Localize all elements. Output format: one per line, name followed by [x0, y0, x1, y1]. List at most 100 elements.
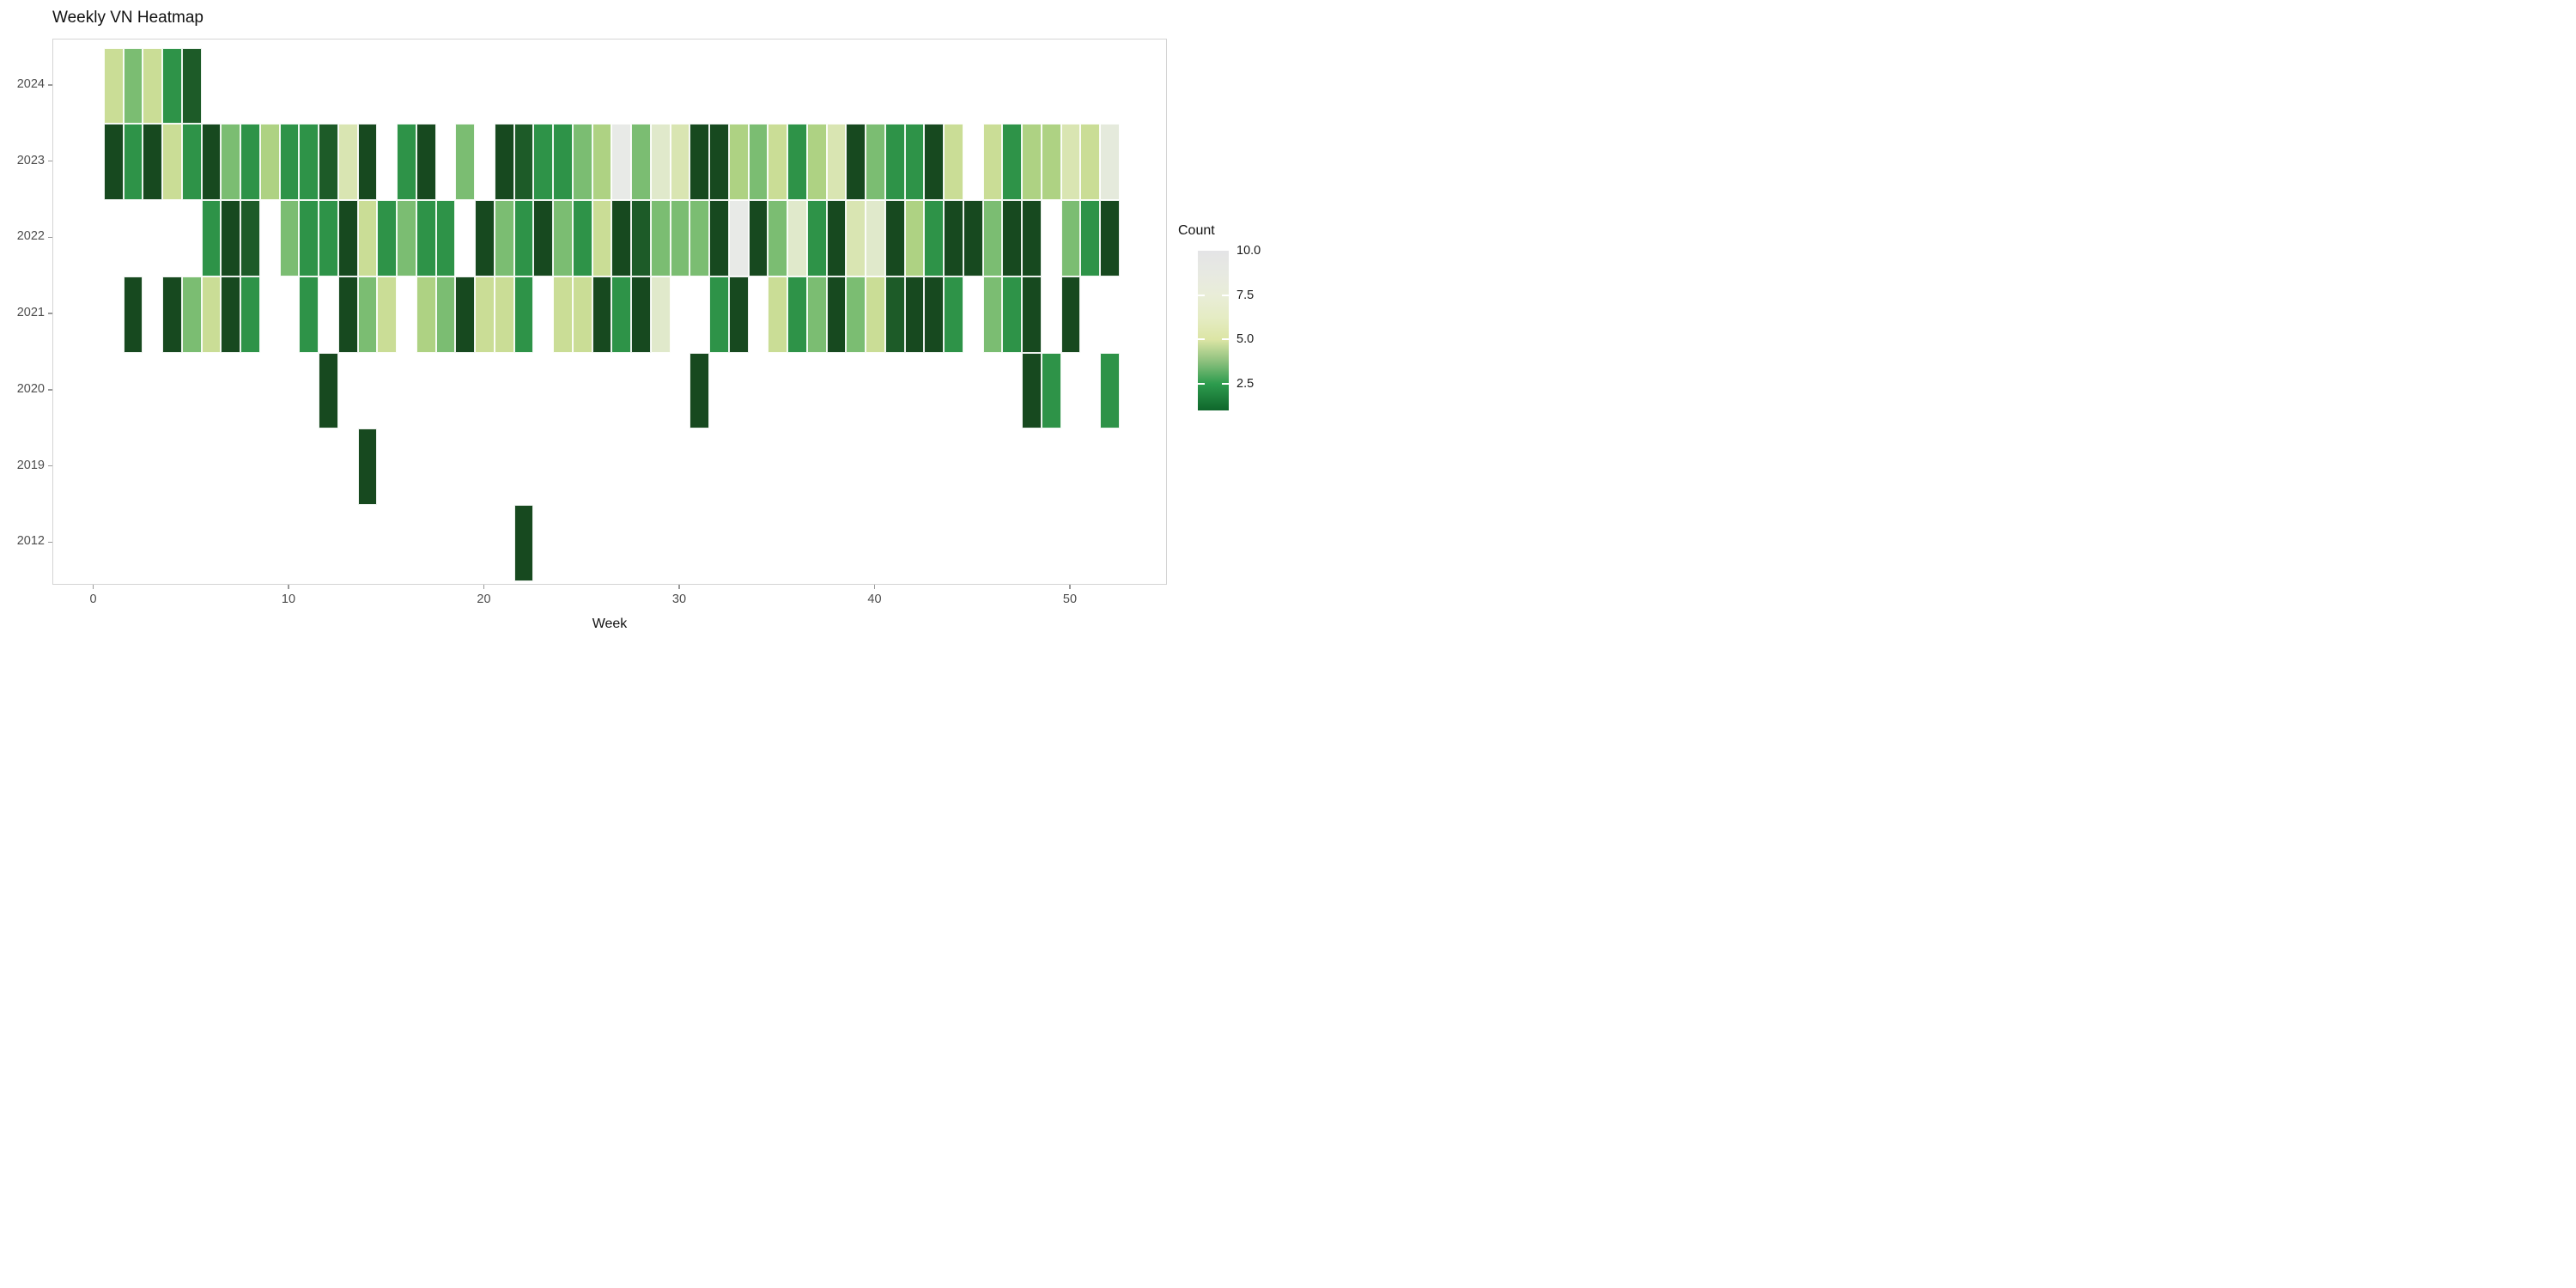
x-axis-label: 10: [281, 592, 296, 606]
heatmap-cell: [221, 200, 241, 276]
heatmap-cell: [690, 200, 710, 276]
legend-tick-label: 10.0: [1236, 244, 1261, 258]
heatmap-cell: [572, 124, 592, 200]
heatmap-cell: [1100, 200, 1120, 276]
heatmap-cell: [181, 47, 202, 125]
heatmap-cell: [709, 276, 729, 353]
heatmap-cell: [279, 200, 300, 276]
heatmap-cell: [690, 124, 710, 200]
y-axis-label: 2020: [16, 381, 45, 396]
y-axis-label: 2024: [16, 76, 45, 91]
y-axis-tick: [48, 160, 52, 162]
heatmap-cell: [416, 276, 436, 353]
y-axis-tick: [48, 465, 52, 467]
heatmap-cell: [1060, 124, 1081, 200]
heatmap-cell: [592, 124, 612, 200]
heatmap-cell: [670, 200, 690, 276]
x-axis-label: 0: [89, 592, 97, 606]
heatmap-cell: [240, 124, 260, 200]
heatmap-cell: [435, 200, 456, 276]
y-axis-label: 2023: [16, 153, 45, 167]
heatmap-cell: [513, 505, 534, 581]
heatmap-cell: [904, 276, 925, 353]
heatmap-cell: [279, 124, 300, 200]
heatmap-cell: [690, 352, 710, 429]
x-axis-tick: [483, 585, 485, 589]
heatmap-cell: [319, 200, 338, 276]
heatmap-cell: [924, 276, 945, 353]
heatmap-cell: [982, 200, 1003, 276]
heatmap-cell: [494, 276, 514, 353]
y-axis-label: 2021: [16, 306, 45, 320]
heatmap-cell: [1060, 200, 1081, 276]
heatmap-cell: [494, 200, 514, 276]
heatmap-cell: [806, 124, 827, 200]
legend-tick-mark: [1198, 338, 1205, 341]
x-axis-label: 40: [867, 592, 882, 606]
heatmap-cell: [162, 276, 182, 353]
heatmap-cell: [123, 124, 143, 200]
heatmap-cell: [357, 200, 378, 276]
heatmap-cell: [1022, 124, 1042, 200]
heatmap-cell: [533, 200, 554, 276]
heatmap-cell: [884, 276, 905, 353]
heatmap-cell: [982, 124, 1003, 200]
heatmap-cell: [768, 124, 788, 200]
heatmap-cell: [553, 200, 573, 276]
heatmap-cell: [592, 276, 612, 353]
heatmap-cell: [787, 276, 807, 353]
legend-tick-mark: [1198, 294, 1205, 296]
heatmap-cell: [357, 276, 378, 353]
y-axis-tick: [48, 236, 52, 239]
heatmap-cell: [201, 124, 222, 200]
heatmap-cell: [1100, 124, 1120, 200]
heatmap-cell: [728, 276, 749, 353]
heatmap-cell: [143, 47, 163, 125]
heatmap-cell: [670, 124, 690, 200]
heatmap-cell: [299, 200, 319, 276]
heatmap-cell: [162, 47, 182, 125]
heatmap-cell: [240, 276, 260, 353]
heatmap-cell: [1041, 124, 1061, 200]
heatmap-cell: [787, 200, 807, 276]
heatmap-cell: [963, 200, 983, 276]
heatmap-cell: [650, 124, 671, 200]
heatmap-cell: [357, 124, 378, 200]
heatmap-cell: [319, 124, 338, 200]
y-axis-label: 2022: [16, 229, 45, 244]
heatmap-cell: [1022, 352, 1042, 429]
heatmap-cell: [397, 124, 416, 200]
heatmap-cell: [982, 276, 1003, 353]
heatmap-cell: [572, 200, 592, 276]
heatmap-cell: [924, 124, 945, 200]
heatmap-cell: [397, 200, 416, 276]
heatmap-cell: [1002, 200, 1023, 276]
heatmap-cell: [611, 124, 632, 200]
heatmap-cell: [866, 200, 885, 276]
heatmap-cell: [123, 276, 143, 353]
heatmap-cell: [944, 200, 963, 276]
heatmap-cell: [904, 200, 925, 276]
heatmap-cell: [494, 124, 514, 200]
heatmap-cell: [259, 124, 280, 200]
weekly-vn-heatmap-chart: Weekly VN Heatmap 2024 2023 2022 2021 2020 20…: [0, 0, 1288, 644]
heatmap-cell: [533, 124, 554, 200]
heatmap-cell: [846, 276, 866, 353]
heatmap-cell: [572, 276, 592, 353]
heatmap-cell: [513, 200, 534, 276]
heatmap-cell: [650, 276, 671, 353]
heatmap-cell: [513, 124, 534, 200]
heatmap-cell: [513, 276, 534, 353]
heatmap-cell: [728, 200, 749, 276]
heatmap-cell: [103, 124, 124, 200]
heatmap-cell: [299, 124, 319, 200]
heatmap-cell: [181, 124, 202, 200]
x-axis-label: 20: [477, 592, 491, 606]
heatmap-cell: [826, 124, 847, 200]
x-axis-tick: [288, 585, 289, 589]
legend-title: Count: [1178, 223, 1215, 238]
y-axis-tick: [48, 84, 52, 86]
heatmap-cell: [299, 276, 319, 353]
x-axis-label: 50: [1062, 592, 1078, 606]
heatmap-cell: [416, 200, 436, 276]
